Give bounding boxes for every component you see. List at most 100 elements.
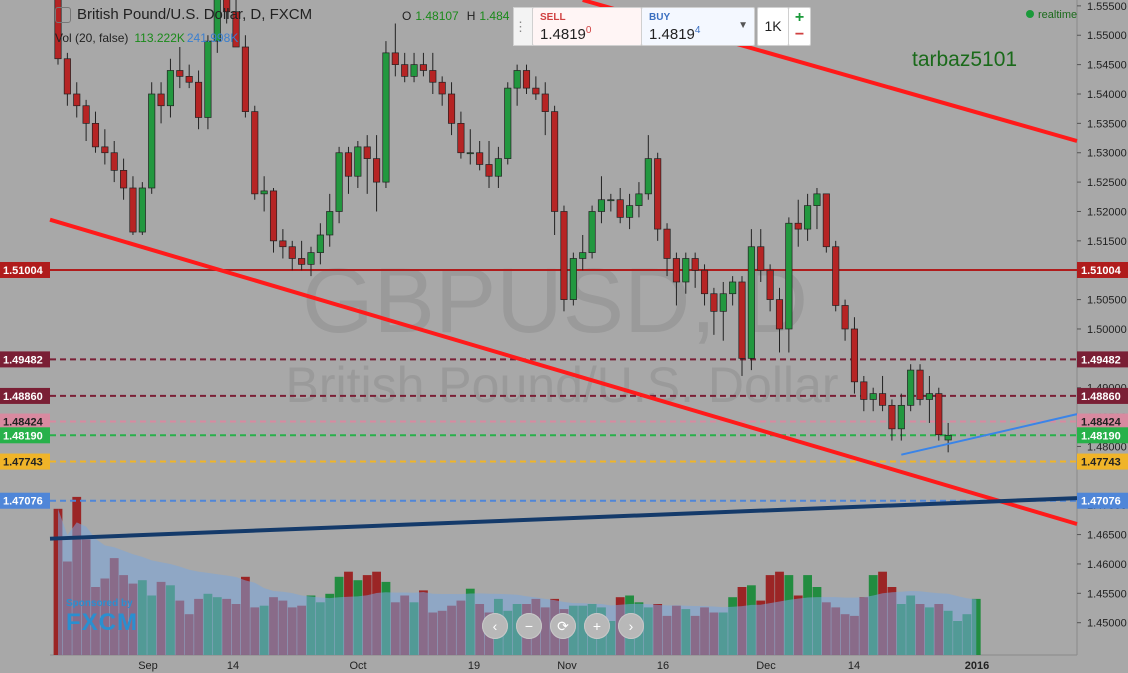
x-tick-label: Oct: [349, 660, 366, 672]
candle: [869, 387, 877, 412]
level-price-label: 1.48860: [1081, 391, 1121, 403]
candle: [157, 82, 165, 124]
level-price-label-left: 1.51004: [3, 265, 44, 277]
candle: [485, 140, 493, 188]
y-tick-label: 1.52000: [1087, 206, 1127, 218]
open-key: O: [402, 9, 412, 23]
candle-body: [766, 269, 774, 300]
zoom-out-button[interactable]: −: [516, 613, 542, 639]
candle-body: [241, 46, 249, 112]
candle-body: [663, 228, 671, 259]
candle: [607, 193, 615, 212]
scroll-left-button[interactable]: ‹: [482, 613, 508, 639]
candle: [410, 52, 418, 83]
quantity-field[interactable]: 1K: [757, 7, 789, 46]
level-price-label: 1.48190: [1081, 430, 1121, 442]
candle-body: [560, 211, 568, 300]
candle-body: [785, 222, 793, 330]
candle-body: [804, 205, 812, 230]
candle: [832, 240, 840, 312]
increase-button[interactable]: +: [794, 9, 805, 26]
drag-handle-icon[interactable]: ⋮⋮: [513, 7, 540, 46]
candle-body: [588, 211, 596, 253]
symbol-legend-title: British Pound/U.S. Dollar, D, FXCM: [77, 6, 313, 23]
level-price-tag-left: [0, 261, 50, 278]
candle: [841, 299, 849, 341]
candle: [382, 41, 390, 188]
candle: [710, 287, 718, 335]
volume-legend[interactable]: Vol (20, false) 113.222K 241.998K: [55, 31, 238, 45]
candle: [729, 276, 737, 306]
candle: [326, 193, 334, 247]
visibility-icon[interactable]: [55, 7, 71, 24]
level-price-label-left: 1.48424: [3, 417, 44, 429]
candle: [438, 76, 446, 106]
quantity-stepper[interactable]: + −: [788, 7, 811, 46]
sell-label: SELL: [540, 12, 566, 23]
volume-ma-area: [58, 508, 977, 655]
candle-body: [176, 70, 184, 77]
level-price-tag-left: [0, 453, 50, 470]
chevron-down-icon[interactable]: ▼: [738, 20, 748, 31]
sell-price: 1.48190: [540, 25, 591, 43]
candle: [288, 240, 296, 271]
candle-body: [63, 58, 71, 95]
y-tick-label: 1.46000: [1087, 559, 1127, 571]
candle: [54, 0, 62, 65]
candle: [522, 64, 531, 94]
fxcm-logo: FXCM: [66, 609, 138, 636]
volume-value: 113.222K: [134, 31, 185, 45]
level-price-tag: [1077, 492, 1128, 509]
x-tick-label: Dec: [756, 660, 776, 672]
candle: [822, 193, 830, 253]
candle-body: [654, 158, 662, 230]
candle-body: [494, 158, 502, 177]
candle-body: [672, 258, 680, 283]
candle-body: [813, 193, 821, 206]
symbol-legend[interactable]: British Pound/U.S. Dollar, D, FXCM: [55, 6, 313, 24]
candle: [569, 252, 577, 306]
candle-body: [260, 190, 268, 195]
candle-body: [879, 393, 887, 406]
candle-body: [419, 64, 427, 71]
candle-body: [944, 434, 952, 441]
candle-body: [120, 170, 128, 189]
candle: [419, 52, 427, 77]
candle: [335, 146, 343, 224]
candle-body: [101, 146, 109, 154]
level-price-label-left: 1.48190: [3, 430, 43, 442]
buy-price-pip: 4: [694, 25, 701, 36]
candle-body: [138, 187, 146, 233]
candle: [176, 46, 184, 89]
candle-body: [354, 146, 362, 177]
decrease-button[interactable]: −: [794, 26, 805, 43]
candle: [223, 0, 231, 24]
candle: [63, 52, 71, 106]
reset-chart-button[interactable]: ⟳: [550, 613, 576, 639]
volume-ma-value: 241.998K: [186, 31, 239, 45]
level-price-tag: [1077, 413, 1128, 430]
candle-body: [738, 281, 746, 359]
buy-button[interactable]: BUY 1.48194 ▼: [641, 7, 755, 46]
candle-body: [719, 293, 727, 312]
open-value: 1.48107: [415, 9, 459, 23]
candle-body: [195, 81, 203, 118]
candle: [344, 146, 353, 194]
sell-button[interactable]: SELL 1.48190: [532, 7, 642, 46]
level-price-tag: [1077, 453, 1128, 470]
candle-body: [888, 404, 896, 430]
level-price-label: 1.47076: [1081, 496, 1121, 508]
sponsor-logo[interactable]: Sponsored by FXCM: [66, 598, 138, 637]
candle-body: [429, 70, 437, 83]
zoom-in-button[interactable]: +: [584, 613, 610, 639]
y-tick-label: 1.50000: [1087, 324, 1127, 336]
candle: [269, 187, 278, 253]
candle-body: [607, 199, 615, 202]
candle: [925, 375, 933, 423]
scroll-right-button[interactable]: ›: [618, 613, 644, 639]
candle-body: [747, 246, 755, 359]
candle-body: [232, 11, 240, 48]
candle: [429, 52, 437, 94]
y-tick-label: 1.55500: [1087, 1, 1127, 13]
